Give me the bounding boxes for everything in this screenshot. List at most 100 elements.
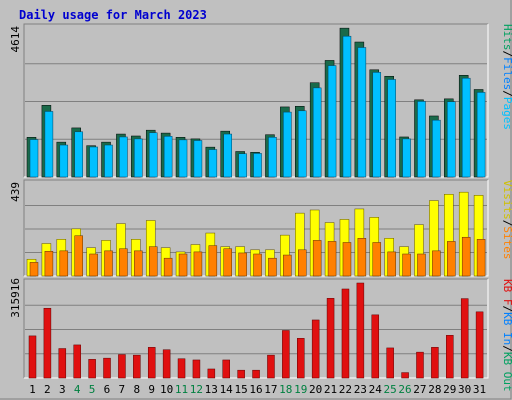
day-label-7: 7 xyxy=(119,383,126,396)
files-bar-day-24 xyxy=(372,72,382,178)
kbf-bar-day-20 xyxy=(311,319,320,379)
sites-bar-day-1 xyxy=(29,262,39,277)
sites-bar-day-3 xyxy=(59,250,69,277)
day-label-13: 13 xyxy=(205,383,218,396)
kbytes-panel xyxy=(23,278,489,379)
sites-bar-day-22 xyxy=(342,242,352,277)
files-bar-day-18 xyxy=(283,111,292,178)
files-bar-day-30 xyxy=(461,77,471,178)
legend-entry-1-0: Visits xyxy=(501,180,512,220)
sites-bar-day-25 xyxy=(387,251,396,277)
kbf-bar-day-8 xyxy=(133,354,141,379)
kbf-bar-day-15 xyxy=(237,369,245,379)
sites-bar-day-18 xyxy=(283,254,292,277)
kbf-bar-day-23 xyxy=(356,282,365,379)
kbf-bar-day-10 xyxy=(162,349,171,379)
day-label-4: 4 xyxy=(74,383,81,396)
legend-entry-2-1: / xyxy=(501,306,512,313)
legend-entry-2-4: KB Out xyxy=(501,352,512,392)
files-bar-day-23 xyxy=(357,47,367,178)
legend-entry-2-0: KB F xyxy=(501,279,512,306)
files-bar-day-2 xyxy=(44,111,54,178)
files-bar-day-29 xyxy=(447,101,456,178)
day-label-20: 20 xyxy=(309,383,322,396)
pages-panel-ymax-label: 4614 xyxy=(9,26,22,53)
files-bar-day-8 xyxy=(134,138,143,178)
kbf-bar-day-27 xyxy=(416,351,424,379)
day-label-22: 22 xyxy=(339,383,352,396)
kbf-bar-day-4 xyxy=(73,344,81,379)
panel-2-frame xyxy=(24,279,488,378)
files-bar-day-6 xyxy=(104,144,113,178)
day-label-9: 9 xyxy=(148,383,155,396)
day-label-8: 8 xyxy=(133,383,140,396)
legend-entry-2-2: KB In xyxy=(501,312,512,345)
sites-bar-day-9 xyxy=(148,246,158,277)
sites-bar-day-29 xyxy=(447,241,456,277)
files-bar-day-26 xyxy=(402,138,411,178)
day-label-5: 5 xyxy=(89,383,96,396)
files-bar-day-13 xyxy=(208,149,218,178)
day-label-19: 19 xyxy=(294,383,307,396)
kbf-bar-day-25 xyxy=(386,347,394,379)
day-label-18: 18 xyxy=(279,383,292,396)
files-bar-day-7 xyxy=(119,136,128,178)
kbf-bar-day-16 xyxy=(252,369,260,379)
files-bar-day-5 xyxy=(89,146,98,178)
files-bar-day-19 xyxy=(298,110,307,178)
kbf-bar-day-31 xyxy=(475,311,484,379)
day-label-2: 2 xyxy=(44,383,51,396)
sites-bar-day-20 xyxy=(312,240,322,277)
day-label-10: 10 xyxy=(160,383,173,396)
visits-sites-panel xyxy=(23,179,489,277)
kbf-bar-day-13 xyxy=(207,368,216,379)
visits-panel-ymax-label: 439 xyxy=(9,182,22,202)
sites-bar-day-2 xyxy=(44,251,54,277)
files-bar-day-17 xyxy=(268,137,277,178)
day-label-14: 14 xyxy=(220,383,234,396)
day-label-3: 3 xyxy=(59,383,66,396)
kbf-bar-day-26 xyxy=(401,372,409,379)
sites-bar-day-13 xyxy=(208,245,218,277)
sites-bar-day-26 xyxy=(402,253,411,277)
sites-bar-day-14 xyxy=(223,248,232,277)
kbf-bar-day-19 xyxy=(297,338,305,379)
kbf-bar-day-12 xyxy=(192,359,201,379)
day-label-6: 6 xyxy=(104,383,111,396)
kbf-bar-day-21 xyxy=(326,298,335,379)
kbf-bar-day-6 xyxy=(103,357,111,379)
files-bar-day-9 xyxy=(148,132,158,178)
day-label-23: 23 xyxy=(354,383,367,396)
day-label-12: 12 xyxy=(190,383,203,396)
files-bar-day-12 xyxy=(193,140,203,178)
kbf-bar-day-7 xyxy=(118,354,126,379)
day-label-16: 16 xyxy=(249,383,262,396)
sites-bar-day-5 xyxy=(89,253,98,277)
chart-title: Daily usage for March 2023 xyxy=(19,8,207,22)
legend-entry-1-2: Sites xyxy=(501,226,512,259)
legend-entry-0-0: Hits xyxy=(501,24,512,51)
files-bar-day-28 xyxy=(432,119,441,178)
files-bar-day-10 xyxy=(163,136,173,178)
kbytes-panel-ymax-label: 315916 xyxy=(9,278,22,318)
day-label-29: 29 xyxy=(443,383,456,396)
files-bar-day-21 xyxy=(327,65,337,178)
files-bar-day-3 xyxy=(59,144,69,178)
kbf-bar-day-11 xyxy=(177,358,186,379)
kbf-bar-day-29 xyxy=(446,335,454,379)
sites-bar-day-21 xyxy=(327,241,337,277)
legend-entry-0-2: Files xyxy=(501,57,512,90)
panel-2-legend: KB F/KB In/KB Out xyxy=(501,279,512,392)
files-bar-day-31 xyxy=(476,92,486,178)
files-bar-day-16 xyxy=(253,153,262,178)
day-label-15: 15 xyxy=(234,383,247,396)
kbf-bar-day-22 xyxy=(341,288,350,379)
panel-2-bevel-dark xyxy=(23,278,488,378)
sites-bar-day-31 xyxy=(476,239,486,277)
files-bar-day-20 xyxy=(312,87,322,178)
sites-bar-day-28 xyxy=(432,250,441,277)
sites-bar-day-19 xyxy=(298,249,307,277)
sites-bar-day-23 xyxy=(357,238,367,277)
